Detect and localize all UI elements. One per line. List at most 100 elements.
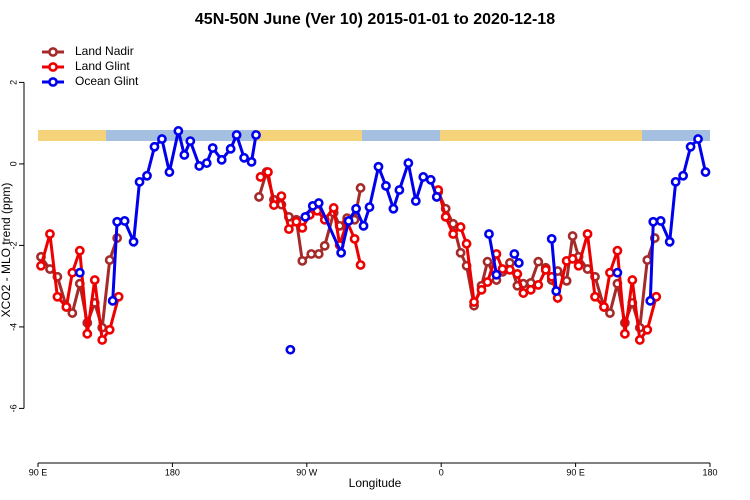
point bbox=[216, 154, 227, 165]
point bbox=[164, 167, 175, 177]
point bbox=[239, 152, 249, 163]
point bbox=[97, 335, 108, 345]
point bbox=[590, 291, 600, 302]
point bbox=[627, 275, 638, 285]
point bbox=[355, 183, 366, 193]
point bbox=[142, 170, 152, 181]
point bbox=[645, 295, 656, 306]
point bbox=[231, 130, 242, 140]
point bbox=[700, 167, 711, 177]
point bbox=[491, 269, 502, 280]
x-tick-label: 180 bbox=[165, 467, 180, 477]
point bbox=[128, 236, 139, 247]
point bbox=[319, 240, 330, 251]
point bbox=[269, 200, 279, 210]
y-tick-label: -6 bbox=[8, 404, 18, 412]
point bbox=[89, 275, 100, 285]
point bbox=[263, 167, 273, 177]
point bbox=[283, 224, 294, 235]
point bbox=[74, 267, 85, 278]
point bbox=[179, 150, 190, 160]
point bbox=[61, 302, 72, 312]
point bbox=[251, 130, 261, 140]
point bbox=[642, 324, 653, 335]
point bbox=[134, 176, 145, 187]
point bbox=[448, 229, 459, 239]
legend-label: Land Glint bbox=[75, 59, 130, 73]
point bbox=[194, 161, 205, 171]
point bbox=[336, 247, 347, 258]
point bbox=[455, 222, 466, 232]
point bbox=[185, 136, 196, 146]
point bbox=[525, 284, 536, 295]
point bbox=[567, 231, 578, 241]
point bbox=[605, 267, 615, 278]
point bbox=[358, 220, 369, 231]
x-tick-label: 90 W bbox=[296, 467, 318, 477]
point bbox=[518, 288, 529, 298]
point bbox=[605, 308, 615, 318]
point bbox=[540, 264, 551, 275]
legend-label: Ocean Glint bbox=[75, 74, 139, 88]
point bbox=[461, 238, 472, 249]
point bbox=[482, 277, 493, 287]
legend-swatch-marker bbox=[48, 47, 58, 57]
point bbox=[685, 141, 696, 152]
x-tick-label: 90 E bbox=[29, 467, 48, 477]
point bbox=[599, 302, 609, 312]
point bbox=[573, 260, 584, 271]
point bbox=[509, 249, 520, 259]
point bbox=[504, 264, 515, 275]
point bbox=[104, 255, 115, 265]
point bbox=[276, 191, 287, 202]
point bbox=[107, 295, 118, 306]
point bbox=[567, 253, 578, 264]
land-ocean-band bbox=[38, 130, 710, 141]
point bbox=[394, 185, 405, 195]
point bbox=[255, 172, 266, 182]
point bbox=[484, 229, 494, 239]
point bbox=[612, 245, 623, 256]
point bbox=[313, 198, 324, 208]
point bbox=[254, 192, 264, 202]
point bbox=[678, 170, 689, 181]
x-tick-label: 0 bbox=[439, 467, 444, 477]
y-tick-label: -2 bbox=[8, 241, 18, 249]
point bbox=[582, 229, 593, 239]
point bbox=[533, 280, 544, 290]
point bbox=[82, 328, 93, 339]
point bbox=[201, 158, 212, 168]
point bbox=[45, 229, 55, 239]
point bbox=[225, 143, 236, 154]
point bbox=[403, 158, 414, 168]
point bbox=[173, 126, 184, 136]
point bbox=[246, 156, 257, 167]
point bbox=[351, 203, 361, 214]
point bbox=[670, 176, 681, 187]
point bbox=[313, 249, 324, 259]
series bbox=[74, 126, 711, 355]
point bbox=[469, 297, 479, 307]
point bbox=[619, 328, 630, 339]
point bbox=[512, 269, 523, 279]
point bbox=[52, 291, 63, 302]
point bbox=[440, 211, 451, 222]
legend-swatch-marker bbox=[48, 77, 58, 87]
point bbox=[482, 256, 493, 267]
point bbox=[67, 267, 78, 278]
point bbox=[343, 216, 354, 226]
point bbox=[693, 134, 703, 144]
point bbox=[612, 267, 623, 278]
band-ocean bbox=[362, 130, 440, 141]
point bbox=[551, 286, 562, 296]
point bbox=[634, 335, 645, 345]
point bbox=[410, 196, 421, 206]
point bbox=[355, 260, 366, 270]
point bbox=[476, 284, 487, 295]
chart-title: 45N-50N June (Ver 10) 2015-01-01 to 2020… bbox=[195, 11, 555, 28]
point bbox=[207, 143, 218, 153]
point bbox=[349, 233, 360, 244]
